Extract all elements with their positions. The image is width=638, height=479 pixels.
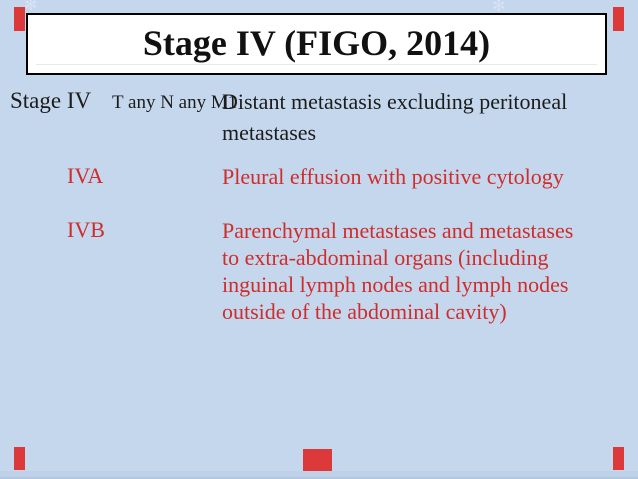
title-box: Stage IV (FIGO, 2014) [26,13,607,75]
red-accent-bar-bottom-right [613,447,624,470]
snowflake-icon: ✻ [24,0,38,14]
bottom-edge-line [0,477,638,479]
red-accent-bar-top-left [14,7,25,31]
stage-label-ivb: IVB [67,217,105,242]
description-line: outside of the abdominal cavity) [222,299,507,324]
tnm-classification: T any N any M1 [112,92,238,113]
stage-iva-description: Pleural effusion with positive cytology [222,163,564,190]
stage-ivb-description: Parenchymal metastases and metastases to… [222,217,573,325]
red-accent-bar-top-right [613,7,624,31]
description-line: inguinal lymph nodes and lymph nodes [222,272,569,297]
red-accent-bar-bottom-left [14,447,25,470]
description-line: to extra-abdominal organs (including [222,245,549,270]
stage-iv-description: Distant metastasis excluding peritoneal … [222,86,567,148]
stage-label-stage-iv: Stage IV [10,88,92,113]
snowflake-icon: ✻ [492,0,506,15]
description-line: metastases [222,120,317,145]
title-underline [36,64,597,65]
page-title: Stage IV (FIGO, 2014) [142,23,491,63]
description-line: Parenchymal metastases and metastases [222,218,574,243]
description-line: Distant metastasis excluding peritoneal [222,89,568,114]
bottom-shade-band [0,471,638,479]
description-line: Pleural effusion with positive cytology [222,164,564,189]
stage-label-iva: IVA [67,163,104,188]
